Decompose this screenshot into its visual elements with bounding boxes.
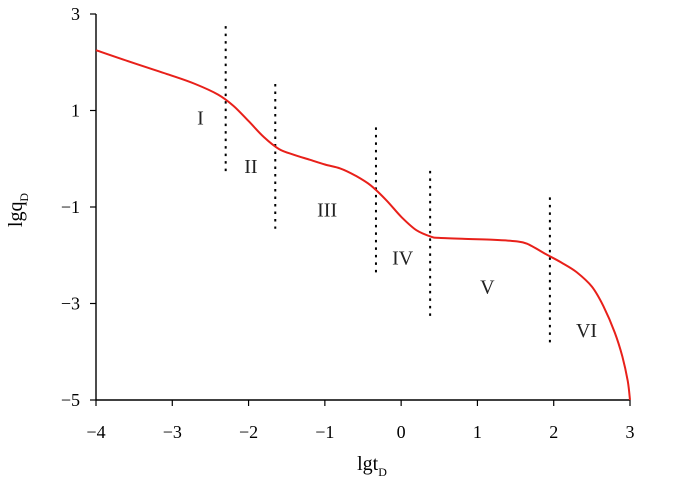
data-series-line (95, 49, 631, 401)
y-axis-title: lgqD (5, 193, 31, 228)
x-tick-label: 0 (397, 422, 406, 442)
region-label: II (244, 156, 257, 178)
x-tick-label: 1 (473, 422, 482, 442)
x-tick-label: 2 (549, 422, 558, 442)
y-tick-label: 3 (71, 4, 80, 24)
x-tick-label: 3 (626, 422, 635, 442)
y-tick-label: 1 (71, 101, 80, 121)
y-tick-label: −1 (61, 197, 80, 217)
x-tick-label: −4 (86, 422, 105, 442)
region-label: I (197, 108, 204, 130)
y-tick-label: −5 (61, 390, 80, 410)
region-label: VI (576, 320, 597, 342)
region-label: III (317, 199, 337, 221)
y-tick-label: −3 (61, 294, 80, 314)
x-tick-label: −2 (239, 422, 258, 442)
region-label: V (480, 277, 495, 299)
x-tick-label: −3 (163, 422, 182, 442)
x-axis-title: lgtD (357, 453, 387, 479)
x-tick-label: −1 (315, 422, 334, 442)
region-label: IV (392, 248, 414, 270)
